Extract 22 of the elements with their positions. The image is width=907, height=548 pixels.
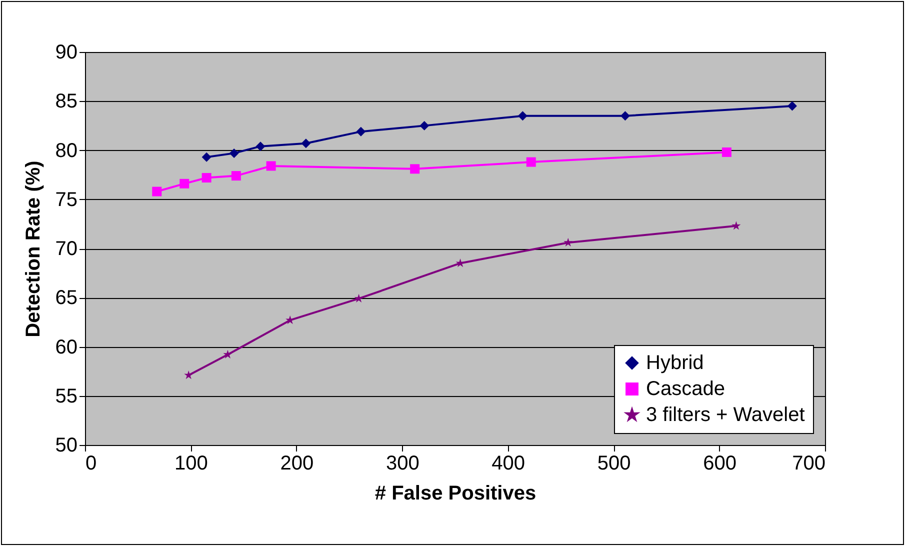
x-tick-label: 0 [86,452,97,474]
x-tick-label: 300 [386,452,420,474]
y-tick-label: 80 [55,140,78,162]
x-tick-label: 100 [174,452,208,474]
x-axis-title: # False Positives [374,482,536,504]
y-tick-label: 65 [55,287,78,310]
y-tick-label: 60 [55,336,78,358]
y-tick-label: 70 [55,238,78,260]
legend-label: 3 filters + Wavelet [646,404,806,426]
legend-label: Cascade [646,378,725,400]
y-tick-label: 50 [55,434,78,456]
legend-label: Hybrid [646,352,704,374]
y-tick-label: 90 [55,42,78,64]
x-tick-label: 400 [492,452,526,474]
x-tick-label: 500 [597,452,631,474]
x-tick-label: 200 [280,452,314,474]
y-tick-label: 55 [55,385,78,408]
y-tick-label: 85 [55,90,78,113]
x-tick-label: 600 [703,452,736,474]
y-axis-title: Detection Rate (%) [22,160,44,338]
y-tick-label: 75 [55,188,78,211]
x-tick-label: 700 [792,452,826,474]
